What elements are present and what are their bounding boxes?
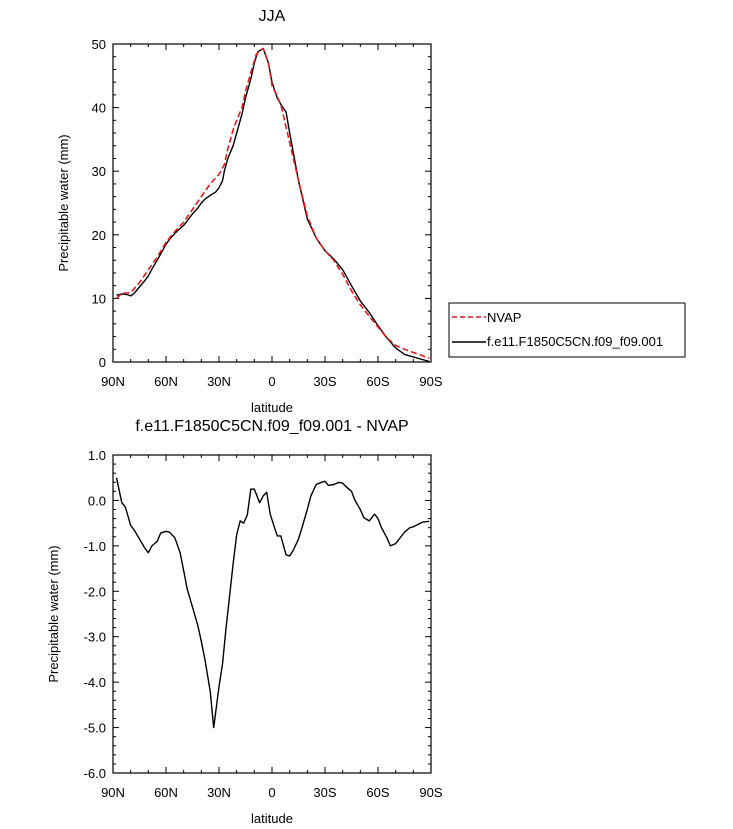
bottom-chart-xlabel: latitude bbox=[251, 811, 293, 826]
y-tick-label: 10 bbox=[92, 291, 106, 306]
top-chart-xlabel: latitude bbox=[251, 400, 293, 415]
x-tick-label: 30N bbox=[207, 374, 231, 389]
x-tick-label: 60N bbox=[154, 785, 178, 800]
bottom-chart-series bbox=[115, 477, 430, 729]
legend-label-model: f.e11.F1850C5CN.f09_f09.001 bbox=[487, 334, 663, 349]
y-tick-label: 0 bbox=[99, 355, 106, 370]
bottom-chart-ylabel: Precipitable water (mm) bbox=[46, 545, 61, 682]
bottom-chart-title: f.e11.F1850C5CN.f09_f09.001 - NVAP bbox=[135, 418, 408, 435]
x-tick-label: 30N bbox=[207, 785, 231, 800]
top-chart-panel: JJA 0 10 20 30 40 50 90N 60N 30N 0 30S 60S 90S Preci… bbox=[56, 8, 443, 415]
x-tick-label: 60S bbox=[366, 374, 389, 389]
legend: NVAP f.e11.F1850C5CN.f09_f09.001 bbox=[448, 302, 686, 358]
top-chart-ticks: 0 10 20 30 40 50 90N 60N 30N 0 30S 60S 90S bbox=[92, 37, 443, 389]
y-tick-label: 1.0 bbox=[88, 448, 106, 463]
y-tick-label: 20 bbox=[92, 228, 106, 243]
y-tick-label: 50 bbox=[92, 37, 106, 52]
legend-label-nvap: NVAP bbox=[487, 310, 521, 325]
y-tick-label: -1.0 bbox=[84, 539, 106, 554]
y-tick-label: -4.0 bbox=[84, 675, 106, 690]
x-tick-label: 30S bbox=[313, 374, 336, 389]
bottom-series-line-difference bbox=[115, 477, 430, 729]
y-tick-label: -6.0 bbox=[84, 766, 106, 781]
bottom-chart-panel: f.e11.F1850C5CN.f09_f09.001 - NVAP 1.0 0.… bbox=[46, 418, 443, 826]
y-tick-label: 40 bbox=[92, 101, 106, 116]
bottom-chart-ticks: 1.0 0.0 -1.0 -2.0 -3.0 -4.0 -5.0 -6.0 90N 60N 30N 0… bbox=[84, 448, 443, 800]
x-tick-label: 60S bbox=[366, 785, 389, 800]
y-tick-label: -5.0 bbox=[84, 721, 106, 736]
top-chart-frame bbox=[112, 43, 432, 363]
x-tick-label: 90S bbox=[419, 374, 442, 389]
top-series-line-nvap bbox=[115, 47, 430, 359]
x-tick-label: 90S bbox=[419, 785, 442, 800]
x-tick-label: 60N bbox=[154, 374, 178, 389]
x-tick-label: 0 bbox=[268, 785, 275, 800]
bottom-chart-frame bbox=[112, 454, 432, 774]
x-tick-label: 0 bbox=[268, 374, 275, 389]
top-chart-ylabel: Precipitable water (mm) bbox=[56, 134, 71, 271]
x-tick-label: 90N bbox=[101, 374, 125, 389]
y-tick-label: -2.0 bbox=[84, 584, 106, 599]
x-tick-label: 30S bbox=[313, 785, 336, 800]
y-tick-label: 30 bbox=[92, 164, 106, 179]
legend-box bbox=[448, 302, 686, 358]
top-chart-series bbox=[115, 47, 430, 363]
y-tick-label: 0.0 bbox=[88, 493, 106, 508]
y-tick-label: -3.0 bbox=[84, 630, 106, 645]
top-series-line-f-e11-f1850c5cn-f09-f09-001 bbox=[116, 47, 430, 363]
top-chart-title: JJA bbox=[259, 8, 286, 25]
x-tick-label: 90N bbox=[101, 785, 125, 800]
